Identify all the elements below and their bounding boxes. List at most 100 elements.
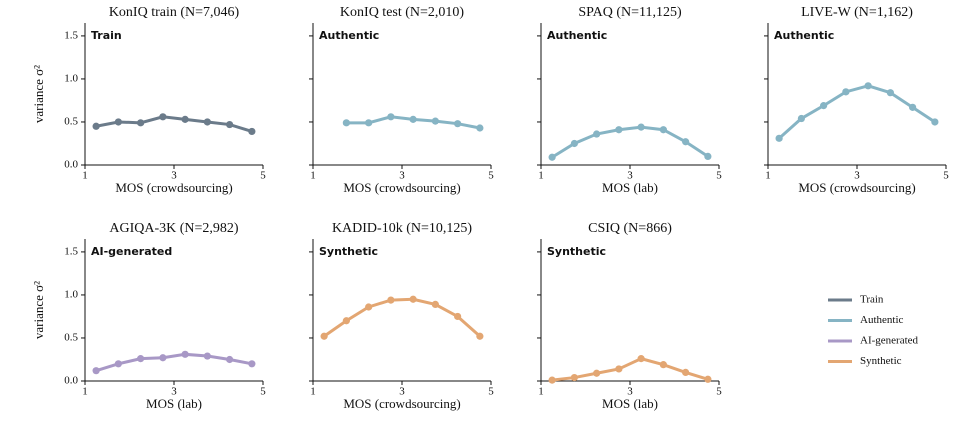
trend-line [551, 357, 709, 382]
domain-annotation: Authentic [547, 29, 607, 42]
x-tick-label: 3 [399, 386, 405, 398]
trend-point [548, 153, 556, 161]
trend-point [203, 118, 211, 126]
y-tick-label: 0.0 [64, 159, 78, 171]
panel-title: LIVE-W (N=1,162) [801, 5, 913, 20]
x-axis-label: MOS (lab) [602, 396, 658, 411]
trend-point [593, 130, 601, 138]
y-tick-label: 1.5 [64, 245, 78, 257]
trend-point [637, 355, 645, 363]
legend-label: Authentic [860, 314, 903, 326]
trend-point [570, 139, 578, 148]
trend-point [159, 354, 167, 362]
trend-point [797, 114, 805, 123]
trend-point [775, 134, 783, 142]
trend-point [659, 361, 667, 369]
y-tick-label: 1.5 [64, 29, 78, 41]
trend-point [476, 332, 484, 340]
trend-point [864, 82, 872, 90]
domain-annotation: Authentic [774, 29, 834, 42]
legend-label: Train [860, 294, 884, 306]
trend-line [551, 125, 709, 159]
trend-point [682, 368, 690, 376]
panel-title: KonIQ test (N=2,010) [340, 5, 464, 20]
trend-point [704, 152, 712, 160]
trend-line [778, 84, 936, 140]
x-tick-label: 1 [310, 386, 316, 398]
y-tick-label: 1.0 [64, 72, 78, 84]
y-tick-label: 1.0 [64, 288, 78, 300]
trend-point [431, 300, 439, 309]
x-tick-label: 3 [399, 170, 405, 182]
domain-annotation: Synthetic [319, 245, 378, 258]
y-axis-label: variance σ² [31, 281, 46, 339]
trend-point [342, 119, 350, 127]
x-tick-label: 5 [716, 170, 722, 182]
x-tick-label: 3 [854, 170, 860, 182]
trend-point [593, 369, 601, 377]
trend-point [548, 376, 556, 384]
y-tick-label: 0.5 [64, 116, 78, 128]
x-tick-label: 1 [765, 170, 771, 182]
panel-title: SPAQ (N=11,125) [578, 5, 682, 20]
trend-point [476, 124, 484, 132]
x-axis-label: MOS (crowdsourcing) [343, 180, 460, 195]
trend-point [682, 138, 690, 146]
trend-point [226, 355, 234, 364]
trend-point [181, 350, 189, 358]
x-tick-label: 3 [627, 386, 633, 398]
panel-title: CSIQ (N=866) [588, 221, 672, 236]
legend-label: AI-generated [860, 335, 919, 347]
trend-point [704, 375, 712, 383]
panel-title: KADID-10k (N=10,125) [332, 221, 472, 236]
x-axis-label: MOS (crowdsourcing) [798, 180, 915, 195]
x-tick-label: 3 [171, 170, 177, 182]
trend-point [409, 115, 417, 123]
trend-point [454, 120, 462, 128]
x-axis-label: MOS (lab) [146, 396, 202, 411]
trend-point [615, 126, 623, 134]
trend-point [248, 360, 256, 368]
trend-point [159, 113, 167, 121]
panel-title: AGIQA-3K (N=2,982) [109, 221, 239, 236]
trend-point [842, 88, 850, 96]
trend-point [615, 365, 623, 373]
trend-point [114, 118, 122, 126]
trend-point [365, 119, 373, 127]
domain-annotation: Train [91, 29, 122, 42]
x-tick-label: 5 [260, 386, 266, 398]
trend-point [820, 102, 828, 110]
x-axis-label: MOS (lab) [602, 180, 658, 195]
trend-point [387, 113, 395, 121]
trend-point [570, 373, 578, 382]
trend-point [387, 296, 395, 304]
trend-point [342, 317, 350, 325]
x-axis-label: MOS (crowdsourcing) [343, 396, 460, 411]
panel-title: KonIQ train (N=7,046) [109, 5, 240, 20]
domain-annotation: Synthetic [547, 245, 606, 258]
trend-point [454, 312, 462, 321]
x-tick-label: 5 [943, 170, 949, 182]
trend-point [637, 123, 645, 131]
trend-point [92, 122, 100, 130]
trend-point [886, 89, 894, 97]
domain-annotation: Authentic [319, 29, 379, 42]
legend-label: Synthetic [860, 355, 902, 367]
x-tick-label: 3 [627, 170, 633, 182]
trend-point [226, 120, 234, 129]
trend-point [659, 126, 667, 134]
x-tick-label: 5 [488, 386, 494, 398]
trend-point [248, 127, 256, 136]
x-tick-label: 1 [538, 170, 544, 182]
trend-point [114, 360, 122, 368]
x-tick-label: 1 [538, 386, 544, 398]
trend-point [365, 303, 373, 311]
y-tick-label: 0.0 [64, 375, 78, 387]
x-axis-label: MOS (crowdsourcing) [115, 180, 232, 195]
x-tick-label: 1 [82, 170, 88, 182]
x-tick-label: 1 [310, 170, 316, 182]
x-tick-label: 3 [171, 386, 177, 398]
trend-line [95, 352, 253, 373]
y-tick-label: 0.5 [64, 332, 78, 344]
trend-point [909, 103, 917, 111]
